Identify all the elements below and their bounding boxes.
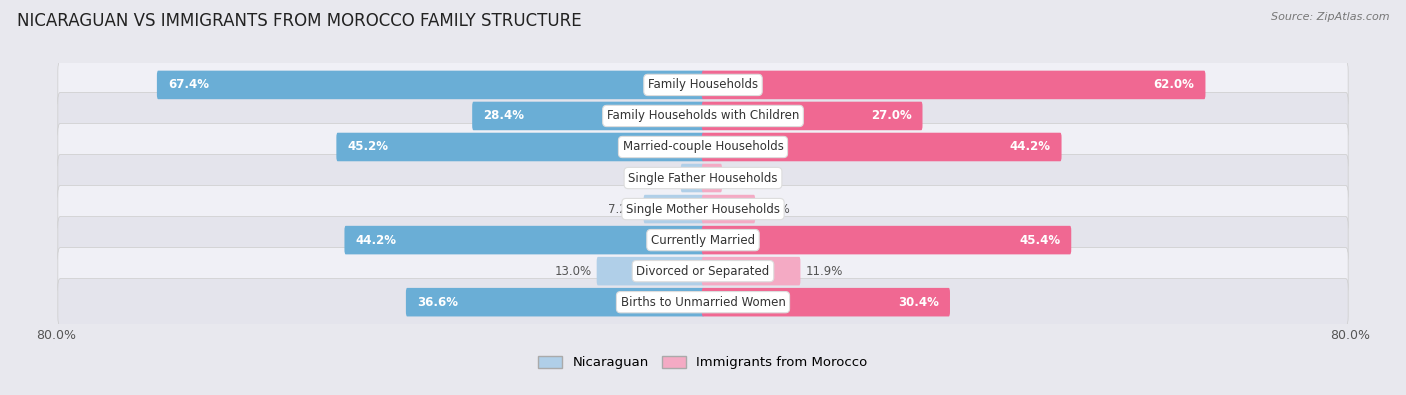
Text: 67.4%: 67.4% — [167, 79, 209, 91]
FancyBboxPatch shape — [681, 164, 704, 192]
FancyBboxPatch shape — [596, 257, 704, 286]
FancyBboxPatch shape — [58, 92, 1348, 139]
FancyBboxPatch shape — [702, 226, 1071, 254]
FancyBboxPatch shape — [472, 102, 704, 130]
FancyBboxPatch shape — [157, 71, 704, 99]
FancyBboxPatch shape — [58, 154, 1348, 201]
FancyBboxPatch shape — [58, 186, 1348, 233]
FancyBboxPatch shape — [344, 226, 704, 254]
Text: 62.0%: 62.0% — [1154, 79, 1195, 91]
FancyBboxPatch shape — [58, 61, 1348, 109]
Text: 45.2%: 45.2% — [347, 141, 388, 154]
FancyBboxPatch shape — [58, 123, 1348, 171]
FancyBboxPatch shape — [702, 133, 1062, 161]
Text: 27.0%: 27.0% — [870, 109, 911, 122]
Text: 7.2%: 7.2% — [609, 203, 638, 216]
FancyBboxPatch shape — [58, 216, 1348, 264]
Text: Family Households with Children: Family Households with Children — [607, 109, 799, 122]
Text: 44.2%: 44.2% — [356, 233, 396, 246]
Text: 36.6%: 36.6% — [416, 296, 458, 308]
FancyBboxPatch shape — [406, 288, 704, 316]
Text: 11.9%: 11.9% — [806, 265, 844, 278]
FancyBboxPatch shape — [58, 278, 1348, 326]
Text: Births to Unmarried Women: Births to Unmarried Women — [620, 296, 786, 308]
Text: Currently Married: Currently Married — [651, 233, 755, 246]
Text: 2.2%: 2.2% — [727, 171, 756, 184]
FancyBboxPatch shape — [702, 164, 723, 192]
FancyBboxPatch shape — [702, 288, 950, 316]
Text: NICARAGUAN VS IMMIGRANTS FROM MOROCCO FAMILY STRUCTURE: NICARAGUAN VS IMMIGRANTS FROM MOROCCO FA… — [17, 12, 582, 30]
FancyBboxPatch shape — [644, 195, 704, 223]
FancyBboxPatch shape — [702, 71, 1205, 99]
FancyBboxPatch shape — [58, 248, 1348, 295]
Text: 2.6%: 2.6% — [645, 171, 675, 184]
Text: 45.4%: 45.4% — [1019, 233, 1060, 246]
FancyBboxPatch shape — [336, 133, 704, 161]
Text: 28.4%: 28.4% — [484, 109, 524, 122]
FancyBboxPatch shape — [702, 195, 755, 223]
FancyBboxPatch shape — [702, 102, 922, 130]
Text: Single Father Households: Single Father Households — [628, 171, 778, 184]
Text: Source: ZipAtlas.com: Source: ZipAtlas.com — [1271, 12, 1389, 22]
Text: Single Mother Households: Single Mother Households — [626, 203, 780, 216]
Text: 13.0%: 13.0% — [554, 265, 592, 278]
Text: 6.3%: 6.3% — [761, 203, 790, 216]
Text: 30.4%: 30.4% — [898, 296, 939, 308]
Text: Family Households: Family Households — [648, 79, 758, 91]
Legend: Nicaraguan, Immigrants from Morocco: Nicaraguan, Immigrants from Morocco — [533, 351, 873, 374]
Text: Married-couple Households: Married-couple Households — [623, 141, 783, 154]
Text: Divorced or Separated: Divorced or Separated — [637, 265, 769, 278]
FancyBboxPatch shape — [702, 257, 800, 286]
Text: 44.2%: 44.2% — [1010, 141, 1050, 154]
